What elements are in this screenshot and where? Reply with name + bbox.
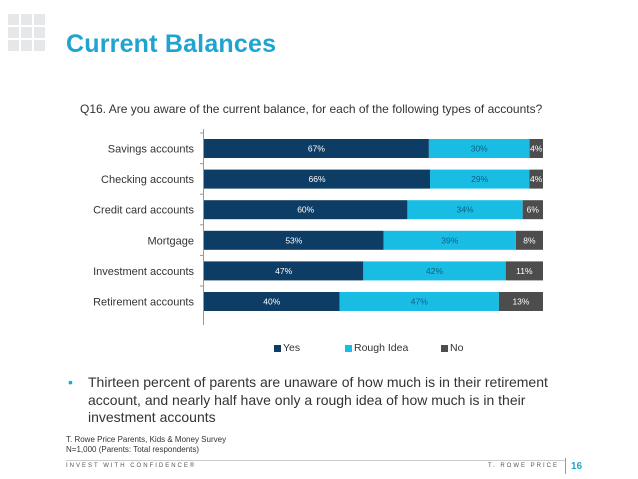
legend-label: No: [450, 342, 464, 354]
logo-square: [21, 40, 32, 51]
logo-square: [34, 40, 45, 51]
bar-segment-yes: [204, 292, 340, 311]
bar-segment-yes: [204, 169, 430, 189]
category-label: Mortgage: [148, 235, 194, 247]
data-label: 4%: [530, 174, 543, 184]
survey-question: Q16. Are you aware of the current balanc…: [80, 102, 543, 116]
data-label: 53%: [285, 235, 302, 245]
data-label: 47%: [275, 266, 292, 276]
data-label: 39%: [441, 235, 458, 245]
data-label: 13%: [512, 297, 529, 307]
logo-square: [8, 14, 19, 25]
data-label: 42%: [426, 266, 443, 276]
legend-label: Yes: [283, 342, 301, 354]
bar-segment-yes: [204, 230, 384, 250]
footer-divider: [66, 460, 566, 461]
logo-square: [34, 14, 45, 25]
data-label: 34%: [457, 205, 474, 215]
legend-swatch: [274, 344, 281, 352]
data-label: 60%: [297, 205, 314, 215]
bar-segment-no: [522, 200, 543, 220]
legend-item: Yes: [274, 342, 300, 354]
bar-segment-yes: [204, 200, 408, 220]
legend-label: Rough Idea: [354, 342, 409, 354]
legend-item: Rough Idea: [345, 342, 408, 354]
bullet-marker: •: [68, 374, 73, 390]
legend-item: No: [441, 342, 463, 354]
category-label: Savings accounts: [108, 144, 195, 156]
bar-segment-rough-idea: [339, 292, 499, 311]
category-label: Investment accounts: [93, 266, 194, 278]
data-label: 66%: [308, 174, 325, 184]
bar-segment-no: [529, 169, 543, 189]
logo-square: [34, 27, 45, 38]
category-label: Checking accounts: [101, 174, 194, 186]
category-label: Credit card accounts: [93, 205, 194, 217]
bar-segment-yes: [204, 261, 364, 281]
bar-segment-rough-idea: [383, 230, 516, 250]
bar-segment-rough-idea: [363, 261, 506, 281]
bar-segment-no: [515, 230, 543, 250]
bar-segment-no: [505, 261, 543, 281]
legend-swatch: [345, 344, 352, 352]
data-label: 4%: [530, 144, 543, 154]
footer-brand: T. ROWE PRICE: [488, 463, 560, 469]
footer-tagline: INVEST WITH CONFIDENCE®: [66, 463, 197, 469]
key-finding-text: Thirteen percent of parents are unaware …: [88, 374, 548, 425]
bar-segment-yes: [204, 139, 429, 158]
bar-segment-no: [529, 139, 543, 158]
data-label: 8%: [523, 235, 536, 245]
page-number: 16: [571, 461, 583, 472]
source-line-2: N=1,000 (Parents: Total respondents): [66, 445, 200, 454]
bar-segment-rough-idea: [428, 139, 530, 158]
source-note: T. Rowe Price Parents, Kids & Money Surv…: [66, 435, 226, 455]
data-label: 29%: [471, 174, 488, 184]
data-label: 47%: [411, 297, 428, 307]
source-line-1: T. Rowe Price Parents, Kids & Money Surv…: [66, 435, 227, 444]
data-label: 67%: [308, 144, 325, 154]
data-label: 11%: [516, 266, 533, 276]
page-title: Current Balances: [66, 30, 277, 58]
bar-segment-rough-idea: [407, 200, 523, 220]
logo-square: [21, 14, 32, 25]
data-label: 6%: [527, 205, 540, 215]
key-finding: • Thirteen percent of parents are unawar…: [68, 374, 570, 427]
stacked-bar-chart: Savings accounts 67% 30% 4% Checking account…: [93, 129, 543, 325]
bar-segment-rough-idea: [430, 169, 530, 189]
category-label: Retirement accounts: [93, 297, 194, 309]
logo-grid: [0, 0, 58, 62]
data-label: 40%: [263, 297, 280, 307]
bar-segment-no: [498, 292, 543, 311]
logo-square: [21, 27, 32, 38]
data-label: 30%: [471, 144, 488, 154]
logo-square: [8, 27, 19, 38]
footer-separator: [565, 458, 566, 474]
legend-swatch: [441, 344, 448, 352]
logo-square: [8, 40, 19, 51]
